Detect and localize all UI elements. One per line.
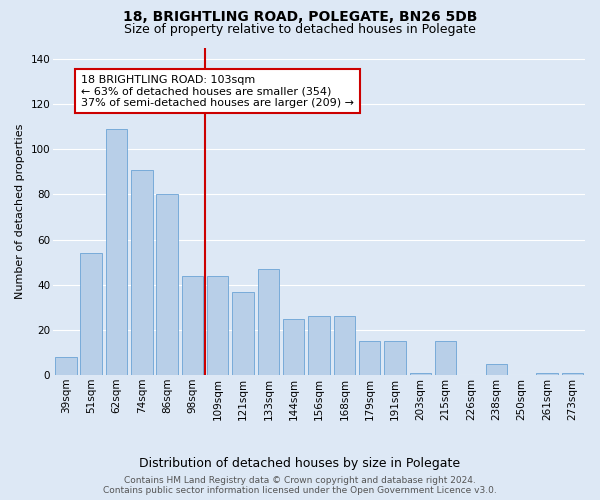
Text: 18, BRIGHTLING ROAD, POLEGATE, BN26 5DB: 18, BRIGHTLING ROAD, POLEGATE, BN26 5DB [123, 10, 477, 24]
Text: Size of property relative to detached houses in Polegate: Size of property relative to detached ho… [124, 22, 476, 36]
Text: Distribution of detached houses by size in Polegate: Distribution of detached houses by size … [139, 458, 461, 470]
Bar [334, 316, 355, 375]
Bar [257, 269, 279, 375]
Bar [106, 129, 127, 375]
Bar [157, 194, 178, 375]
Bar [232, 292, 254, 375]
Bar [435, 341, 457, 375]
Bar [207, 276, 229, 375]
Bar [359, 341, 380, 375]
Bar [410, 373, 431, 375]
Text: 18 BRIGHTLING ROAD: 103sqm
← 63% of detached houses are smaller (354)
37% of sem: 18 BRIGHTLING ROAD: 103sqm ← 63% of deta… [81, 74, 354, 108]
Bar [536, 373, 558, 375]
Bar [131, 170, 152, 375]
Bar [55, 357, 77, 375]
Bar [80, 253, 102, 375]
Bar [384, 341, 406, 375]
Bar [308, 316, 330, 375]
Text: Contains HM Land Registry data © Crown copyright and database right 2024.
Contai: Contains HM Land Registry data © Crown c… [103, 476, 497, 495]
Bar [485, 364, 507, 375]
Y-axis label: Number of detached properties: Number of detached properties [15, 124, 25, 299]
Bar [182, 276, 203, 375]
Bar [562, 373, 583, 375]
Bar [283, 318, 304, 375]
